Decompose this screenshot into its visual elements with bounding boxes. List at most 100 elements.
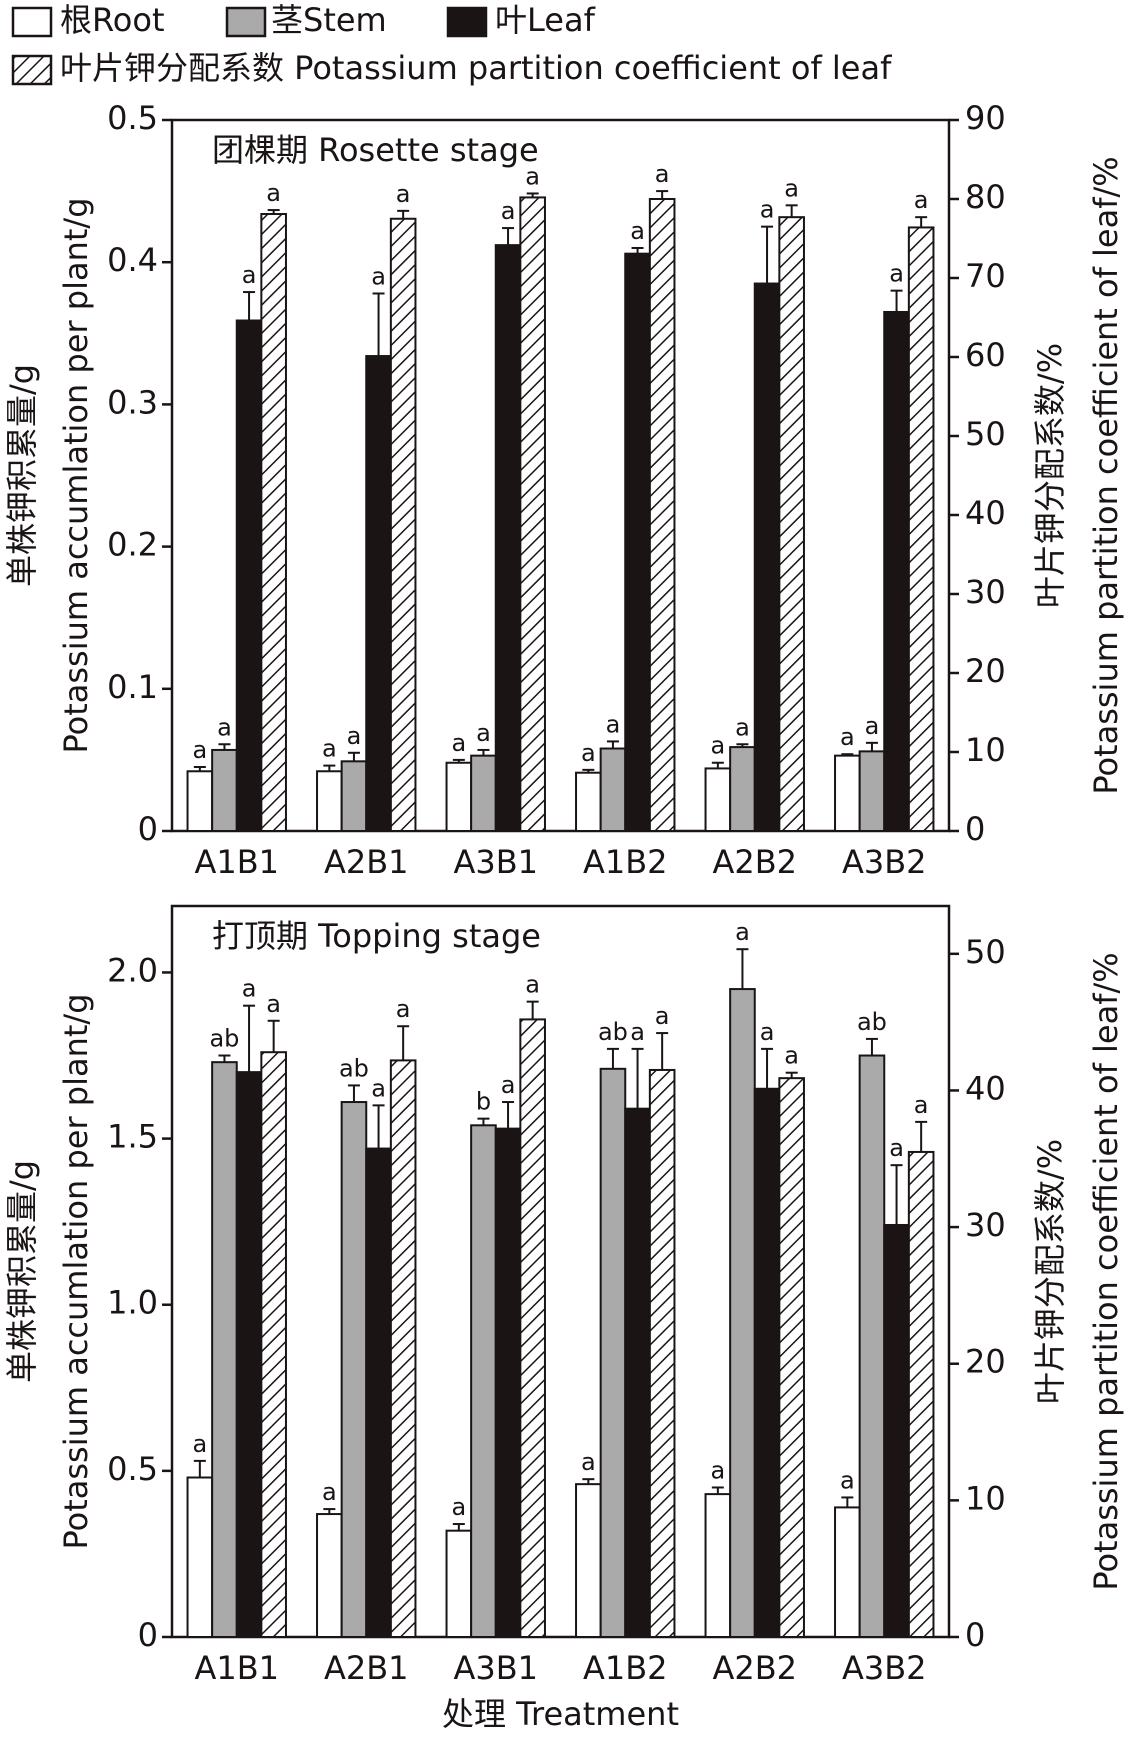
significance-letter: a [501, 1071, 516, 1099]
y2-tick-label: 30 [965, 573, 1006, 611]
y2-tick-label: 0 [965, 810, 985, 848]
significance-letter: a [655, 1002, 670, 1030]
significance-letter: a [242, 975, 257, 1003]
bar [907, 226, 935, 832]
legend-swatch [11, 6, 53, 38]
y-tick-label: 0.5 [107, 99, 158, 137]
significance-letter: a [525, 162, 540, 190]
bar [624, 252, 651, 832]
significance-letter: a [581, 739, 596, 767]
significance-letter: a [914, 186, 929, 214]
significance-letter: a [476, 719, 491, 747]
significance-letter: a [889, 260, 904, 288]
y2-tick-label: 50 [965, 933, 1006, 971]
legend-swatch [225, 6, 267, 38]
y-axis-label: Potassium accumlation per plant/g [57, 993, 95, 1549]
x-tick-label: A3B2 [842, 843, 927, 881]
bar [858, 1054, 886, 1638]
bar [575, 1483, 602, 1638]
significance-letter: a [322, 735, 337, 763]
bar [519, 1018, 546, 1638]
legend-label: 叶片钾分配系数 Potassium partition coefficient … [60, 49, 892, 87]
bar [494, 244, 522, 833]
bar [186, 1476, 214, 1638]
legend-label: 根Root [60, 1, 165, 39]
y2-tick-label: 40 [965, 1069, 1006, 1107]
x-tick-label: A3B1 [453, 1649, 538, 1687]
significance-letter: a [710, 1456, 725, 1484]
y2-tick-label: 70 [965, 257, 1006, 295]
legend-label: 茎Stem [271, 1, 387, 39]
significance-letter: a [784, 1042, 799, 1070]
y2-axis-label: 叶片钾分配系数/% [1031, 1139, 1069, 1404]
y2-axis-label: Potassium partition coefficient of leaf/… [1087, 156, 1125, 794]
significance-letter: a [865, 712, 880, 740]
bar [186, 770, 214, 832]
significance-letter: a [840, 1466, 855, 1494]
bar [260, 1051, 287, 1638]
significance-letter: a [371, 262, 386, 290]
plot-frame [170, 118, 951, 833]
y-tick-label: 0 [138, 1616, 158, 1654]
bar [211, 748, 238, 832]
y2-tick-label: 20 [965, 652, 1006, 690]
x-tick-label: A3B1 [453, 843, 538, 881]
y2-tick-label: 10 [965, 1479, 1006, 1517]
y-axis-label: Potassium accumlation per plant/g [57, 197, 95, 753]
bar [470, 1124, 497, 1639]
x-tick-label: A2B2 [712, 1649, 797, 1687]
y-tick-label: 0.4 [107, 241, 158, 279]
bar [624, 1107, 651, 1639]
y2-tick-label: 50 [965, 415, 1006, 453]
significance-letter: a [655, 160, 670, 188]
significance-letter: a [784, 174, 799, 202]
x-tick-label: A1B1 [194, 1649, 279, 1687]
significance-letter: a [840, 723, 855, 751]
y-tick-label: 2.0 [107, 951, 158, 989]
bar [260, 213, 287, 832]
y-tick-label: 0.2 [107, 526, 158, 564]
significance-letter: a [347, 722, 362, 750]
legend-swatch [11, 54, 53, 86]
bar [729, 988, 756, 1638]
bar [470, 754, 497, 832]
bar [365, 355, 392, 832]
significance-letter: a [581, 1448, 596, 1476]
y2-tick-label: 90 [965, 99, 1006, 137]
bar [316, 770, 343, 832]
bar [316, 1513, 343, 1638]
y-tick-label: 0 [138, 810, 158, 848]
y2-axis-label: 叶片钾分配系数/% [1031, 343, 1069, 608]
x-tick-label: A2B1 [324, 1649, 409, 1687]
bar [575, 771, 602, 832]
bar [834, 754, 861, 832]
annotation: 团棵期 Rosette stage [212, 131, 539, 169]
bar [494, 1127, 522, 1638]
significance-letter: a [266, 990, 281, 1018]
x-axis-label: 处理 Treatment [442, 1695, 679, 1733]
significance-letter: a [396, 995, 411, 1023]
significance-letter: a [606, 710, 621, 738]
y-axis-label: 单株钾积累量/g [3, 364, 41, 587]
significance-letter: a [192, 736, 207, 764]
significance-letter: a [889, 1134, 904, 1162]
x-tick-label: A1B2 [583, 1649, 668, 1687]
y-tick-label: 1.0 [107, 1284, 158, 1322]
y2-tick-label: 20 [965, 1343, 1006, 1381]
bar [778, 1077, 805, 1638]
y-tick-label: 1.5 [107, 1118, 158, 1156]
significance-letter: ab [598, 1018, 628, 1046]
significance-letter: a [760, 196, 775, 224]
legend-label: 叶Leaf [495, 1, 596, 39]
significance-letter: a [914, 1091, 929, 1119]
significance-letter: a [451, 729, 466, 757]
bar [729, 746, 756, 832]
significance-letter: a [242, 261, 257, 289]
bar [648, 1068, 676, 1638]
bar [389, 217, 417, 832]
y-tick-label: 0.1 [107, 668, 158, 706]
y2-tick-label: 30 [965, 1206, 1006, 1244]
y2-tick-label: 0 [965, 1616, 985, 1654]
y-tick-label: 0.3 [107, 383, 158, 421]
